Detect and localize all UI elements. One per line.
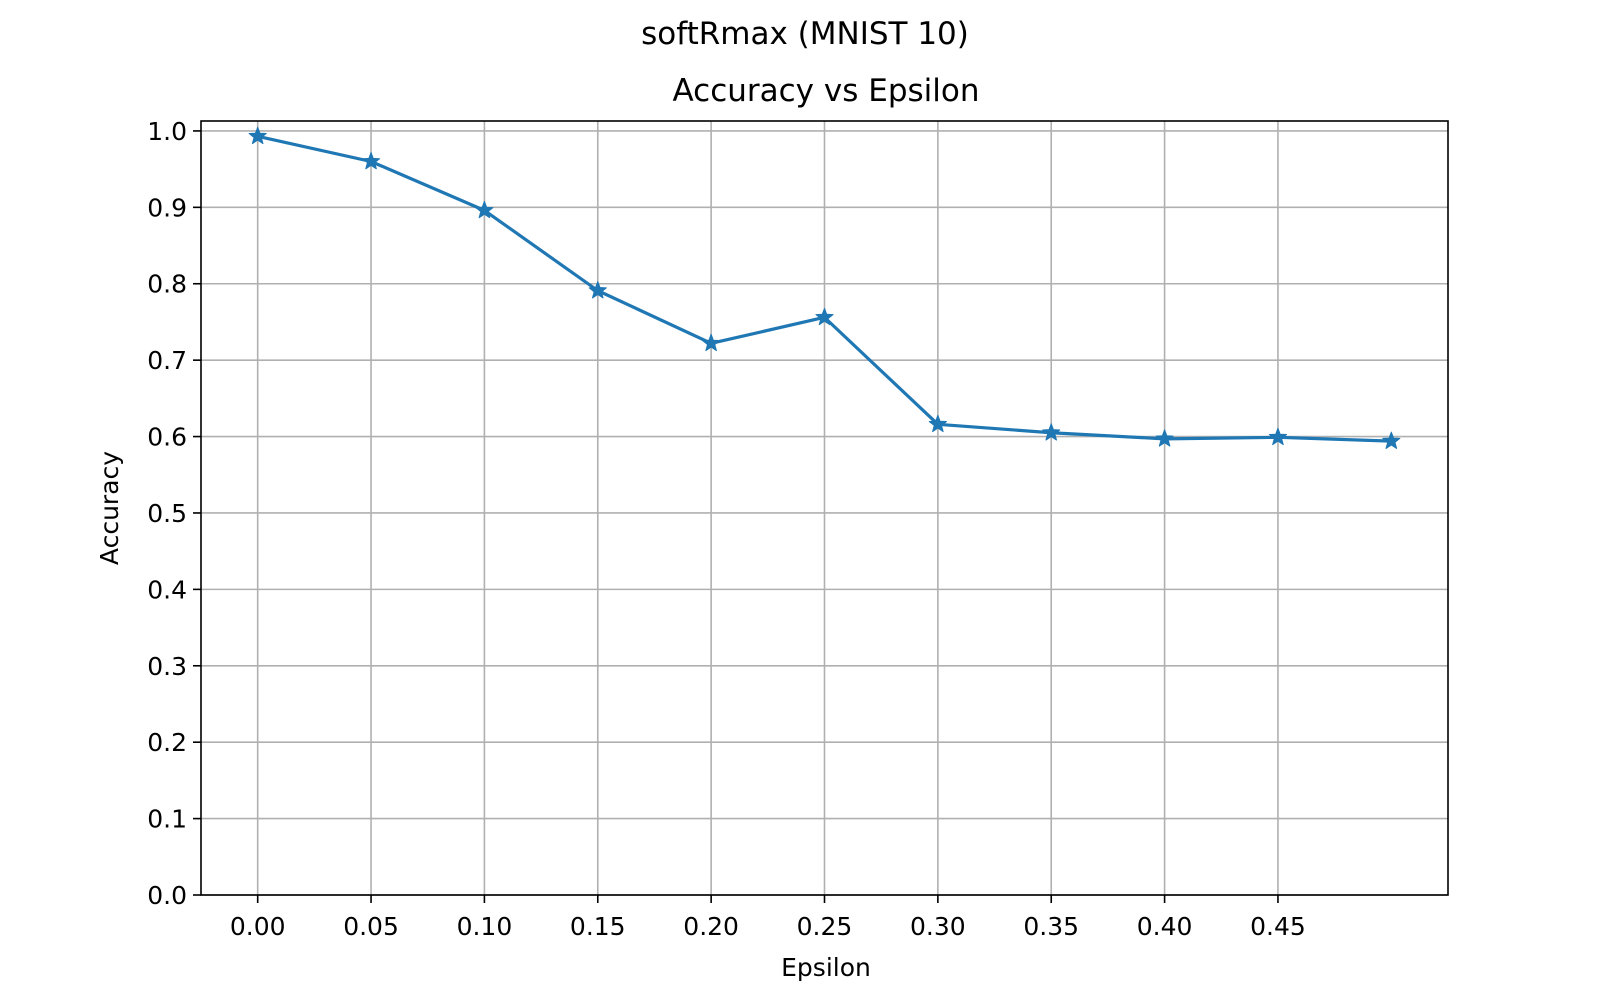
y-tick-label: 0.7 [147,346,187,375]
data-point-star [475,200,494,219]
y-axis-label: Accuracy [95,451,124,565]
x-tick-label: 0.40 [1137,912,1193,941]
x-axis-label: Epsilon [781,953,871,982]
data-point-star [361,152,381,170]
x-axis-ticks: 0.00 0.05 0.10 0.15 0.20 0.25 0.30 0.35 0.40 0.45 [230,895,1306,941]
figure-suptitle: softRmax (MNIST 10) [641,16,969,52]
x-tick-label: 0.35 [1023,912,1079,941]
x-tick-label: 0.45 [1250,912,1306,941]
x-tick-label: 0.15 [570,912,626,941]
data-point-star [1268,427,1288,446]
y-tick-label: 0.2 [147,728,187,757]
x-tick-label: 0.30 [910,912,966,941]
x-tick-label: 0.25 [797,912,853,941]
grid-lines [201,121,1448,896]
series-layer [248,126,1401,449]
data-point-star [702,333,721,352]
y-tick-label: 0.4 [147,575,187,604]
chart-title: Accuracy vs Epsilon [673,73,980,109]
data-point-star [1382,431,1401,449]
x-tick-label: 0.20 [683,912,739,941]
y-tick-label: 0.5 [147,499,187,528]
data-point-star [815,307,834,326]
x-tick-label: 0.05 [343,912,399,941]
y-axis-ticks: 0.0 0.1 0.2 0.3 0.4 0.5 0.6 0.7 0.8 0.9 1.0 [147,117,201,910]
y-tick-label: 0.8 [147,270,187,299]
data-point-star [248,126,267,145]
y-tick-label: 0.6 [147,423,187,452]
data-point-star [928,414,947,433]
y-tick-label: 1.0 [147,117,187,146]
y-tick-label: 0.9 [147,193,187,222]
data-point-star [1042,423,1061,441]
y-tick-label: 0.1 [147,805,187,834]
plot-area-frame [200,120,1449,896]
x-tick-label: 0.10 [457,912,513,941]
y-tick-label: 0.0 [147,881,187,910]
data-point-star [588,281,607,299]
y-tick-label: 0.3 [147,652,187,681]
data-point-star [1155,429,1174,447]
x-tick-label: 0.00 [230,912,286,941]
